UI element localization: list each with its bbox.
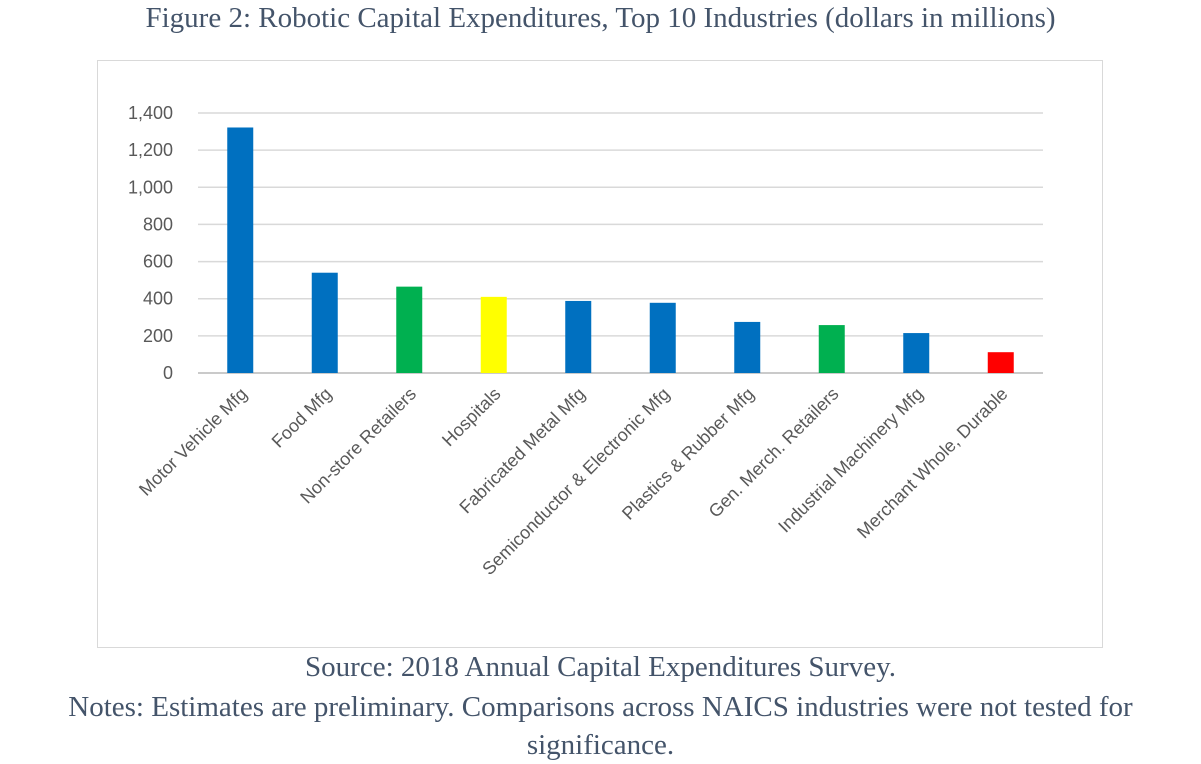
bar-plastics-rubber-mfg (734, 321, 761, 373)
x-tick-label: Semiconductor & Electronic Mfg (478, 384, 673, 579)
bar-food-mfg (311, 272, 338, 373)
bar-merchant-whole-durable (987, 352, 1014, 373)
y-tick-label: 1,000 (128, 177, 173, 197)
figure-title: Figure 2: Robotic Capital Expenditures, … (145, 2, 1056, 34)
x-tick-label: Motor Vehicle Mfg (135, 384, 251, 500)
x-tick-label: Merchant Whole, Durable (853, 384, 1011, 542)
y-tick-label: 1,400 (128, 103, 173, 123)
x-tick-label: Industrial Machinery Mfg (774, 384, 927, 537)
x-tick-label: Hospitals (438, 384, 504, 450)
bars (227, 127, 1014, 373)
y-tick-label: 800 (143, 214, 173, 234)
x-tick-label: Food Mfg (268, 384, 336, 452)
y-tick-label: 600 (143, 252, 173, 272)
bar-gen-merch-retailers (818, 325, 845, 373)
y-tick-label: 0 (163, 363, 173, 383)
bar-non-store-retailers (396, 286, 423, 373)
figure-source: Source: 2018 Annual Capital Expenditures… (305, 651, 896, 683)
y-tick-label: 400 (143, 289, 173, 309)
y-tick-label: 1,200 (128, 140, 173, 160)
bar-fabricated-metal-mfg (565, 300, 592, 373)
bar-chart: 0 200 400 600 800 1,000 1,200 1,400 Motor Vehic… (128, 103, 1043, 579)
bar-motor-vehicle-mfg (227, 127, 254, 373)
gridlines (198, 112, 1043, 374)
y-tick-label: 200 (143, 326, 173, 346)
y-axis-ticks: 0 200 400 600 800 1,000 1,200 1,400 (128, 103, 173, 383)
bar-hospitals (480, 296, 507, 373)
figure-notes: Notes: Estimates are preliminary. Compar… (68, 691, 1133, 761)
bar-industrial-machinery-mfg (903, 333, 930, 373)
bar-semiconductor-electronic-mfg (649, 302, 676, 373)
chart-frame: 0 200 400 600 800 1,000 1,200 1,400 Motor Vehic… (97, 60, 1103, 648)
